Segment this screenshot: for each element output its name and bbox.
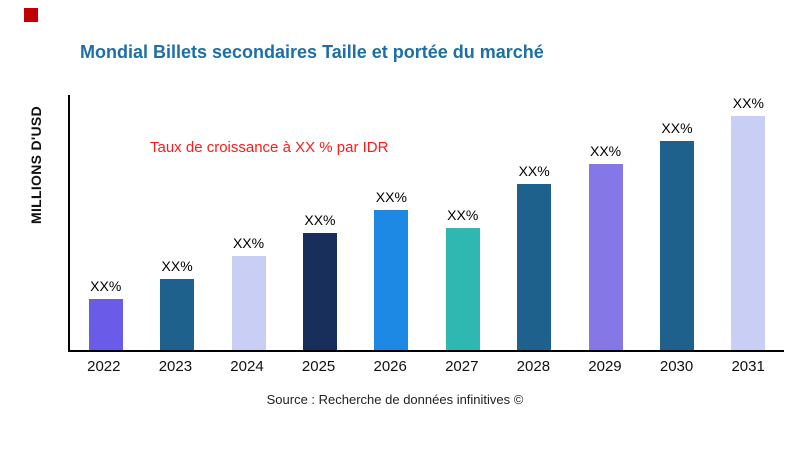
bar-2026 [374,209,409,350]
source-attribution: Source : Recherche de données infinitive… [266,392,524,407]
bar-group-2028: XX% [498,95,569,350]
bar-group-2022: XX% [70,95,141,350]
bar-group-2029: XX% [570,95,641,350]
bar-2024 [231,255,266,350]
x-tick-2029: 2029 [588,358,622,375]
growth-rate-annotation: Taux de croissance à XX % par IDR [150,139,389,156]
bar-2025 [302,232,337,350]
x-tick-2022: 2022 [87,358,121,375]
bar-2030 [659,140,694,350]
x-tick-2031: 2031 [731,358,765,375]
bar-group-2024: XX% [213,95,284,350]
x-tick-2025: 2025 [301,358,336,375]
bar-group-2031: XX% [713,95,784,350]
x-tick-2030: 2030 [659,358,694,375]
bar-group-2027: XX% [427,95,498,350]
bar-2022 [88,299,123,350]
bar-group-2030: XX% [641,95,712,350]
brand-logo-square [24,8,38,22]
bar-value-label-2029: XX% [589,142,622,159]
bar-group-2026: XX% [356,95,427,350]
bar-2031 [731,116,766,350]
bar-2027 [445,227,480,350]
bar-value-label-2028: XX% [518,163,550,180]
x-tick-2023: 2023 [158,358,193,375]
bar-2028 [517,184,552,350]
x-tick-2026: 2026 [373,358,407,375]
bar-value-label-2027: XX% [447,206,479,223]
bar-group-2023: XX% [141,95,212,350]
bar-value-label-2030: XX% [661,119,693,136]
x-tick-2028: 2028 [516,358,551,375]
x-axis-tick-labels: 2022 2023 2024 2025 2026 2027 2028 2029 2030 2031 [68,358,784,375]
bar-value-label-2031: XX% [732,95,764,111]
bar-2023 [160,278,195,350]
bars-container: XX% XX% XX% XX% XX% XX% XX% XX% XX% XX% [70,95,784,350]
chart-title: Mondial Billets secondaires Taille et po… [80,42,544,62]
bar-2029 [588,163,623,350]
y-axis-label: MILLIONS D'USD [28,106,44,224]
bar-value-label-2022: XX% [90,278,122,294]
bar-value-label-2026: XX% [375,188,407,205]
plot-area: Taux de croissance à XX % par IDR XX% XX%… [68,95,784,352]
bar-value-label-2023: XX% [161,257,193,274]
x-tick-2027: 2027 [445,358,479,375]
x-tick-2024: 2024 [230,358,264,375]
bar-value-label-2025: XX% [304,211,336,228]
bar-value-label-2024: XX% [232,234,265,251]
bar-group-2025: XX% [284,95,355,350]
